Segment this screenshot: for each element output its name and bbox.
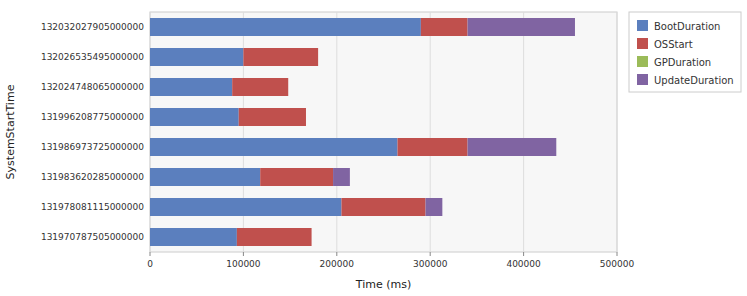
x-tick-label: 300000 — [413, 259, 448, 269]
y-tick-label: 132026535495000000 — [41, 52, 144, 62]
bar-segment — [311, 228, 312, 246]
bar-segment — [150, 198, 341, 216]
legend-swatch — [637, 56, 648, 67]
bar-segment — [398, 138, 468, 156]
y-tick-label: 132032027905000000 — [41, 22, 144, 32]
legend-label: UpdateDuration — [654, 75, 734, 86]
x-tick-label: 0 — [147, 259, 153, 269]
bar-segment — [333, 168, 350, 186]
bar-segment — [288, 78, 289, 96]
legend-swatch — [637, 20, 648, 31]
tick-mark — [523, 252, 524, 256]
bar-segment — [426, 198, 443, 216]
tick-mark — [150, 252, 151, 256]
bar-segment — [150, 48, 243, 66]
bar-segment — [232, 78, 288, 96]
legend-swatch — [637, 74, 648, 85]
bar-segment — [150, 108, 239, 126]
y-tick-label: 131996208775000000 — [41, 112, 144, 122]
legend-label: BootDuration — [654, 21, 720, 32]
x-tick-label: 200000 — [320, 259, 355, 269]
bar-segment — [260, 168, 333, 186]
bar-segment — [239, 108, 306, 126]
legend-swatch — [637, 38, 648, 49]
x-axis-title: Time (ms) — [355, 278, 411, 291]
bar-segment — [305, 108, 306, 126]
grid-line — [523, 12, 524, 252]
tick-mark — [617, 252, 618, 256]
bars — [150, 18, 575, 246]
plot-area — [150, 12, 617, 252]
y-tick-label: 131986973725000000 — [41, 142, 144, 152]
grid-line — [617, 12, 618, 252]
bar-segment — [150, 228, 237, 246]
bar-segment — [421, 18, 468, 36]
bar-segment — [318, 48, 319, 66]
bar-segment — [150, 168, 260, 186]
legend-box — [629, 12, 741, 92]
bar-segment — [468, 18, 575, 36]
bar-segment — [311, 228, 312, 246]
bar-segment — [305, 108, 306, 126]
bar-segment — [288, 78, 289, 96]
tick-mark — [336, 252, 337, 256]
tick-mark — [243, 252, 244, 256]
chart: 0 100000 200000 300000 400000 500000 132032027… — [0, 0, 747, 296]
bar-segment — [150, 18, 421, 36]
y-axis-title: SystemStartTime — [4, 84, 17, 179]
bar-segment — [237, 228, 312, 246]
legend-label: OSStart — [654, 39, 693, 50]
bar-segment — [341, 198, 425, 216]
y-tick-label: 131978081115000000 — [41, 202, 144, 212]
legend: BootDuration OSStart GPDuration UpdateDurat… — [629, 12, 741, 92]
tick-mark — [430, 252, 431, 256]
legend-label: GPDuration — [654, 57, 711, 68]
bar-segment — [468, 138, 557, 156]
x-tick-label: 500000 — [600, 259, 635, 269]
x-tick-label: 400000 — [506, 259, 541, 269]
bar-segment — [150, 138, 398, 156]
bar-segment — [150, 78, 232, 96]
x-tick-label: 100000 — [226, 259, 261, 269]
y-tick-label: 131983620285000000 — [41, 172, 144, 182]
y-tick-label: 132024748065000000 — [41, 82, 144, 92]
y-tick-label: 131970787505000000 — [41, 232, 144, 242]
bar-segment — [243, 48, 318, 66]
bar-segment — [318, 48, 319, 66]
